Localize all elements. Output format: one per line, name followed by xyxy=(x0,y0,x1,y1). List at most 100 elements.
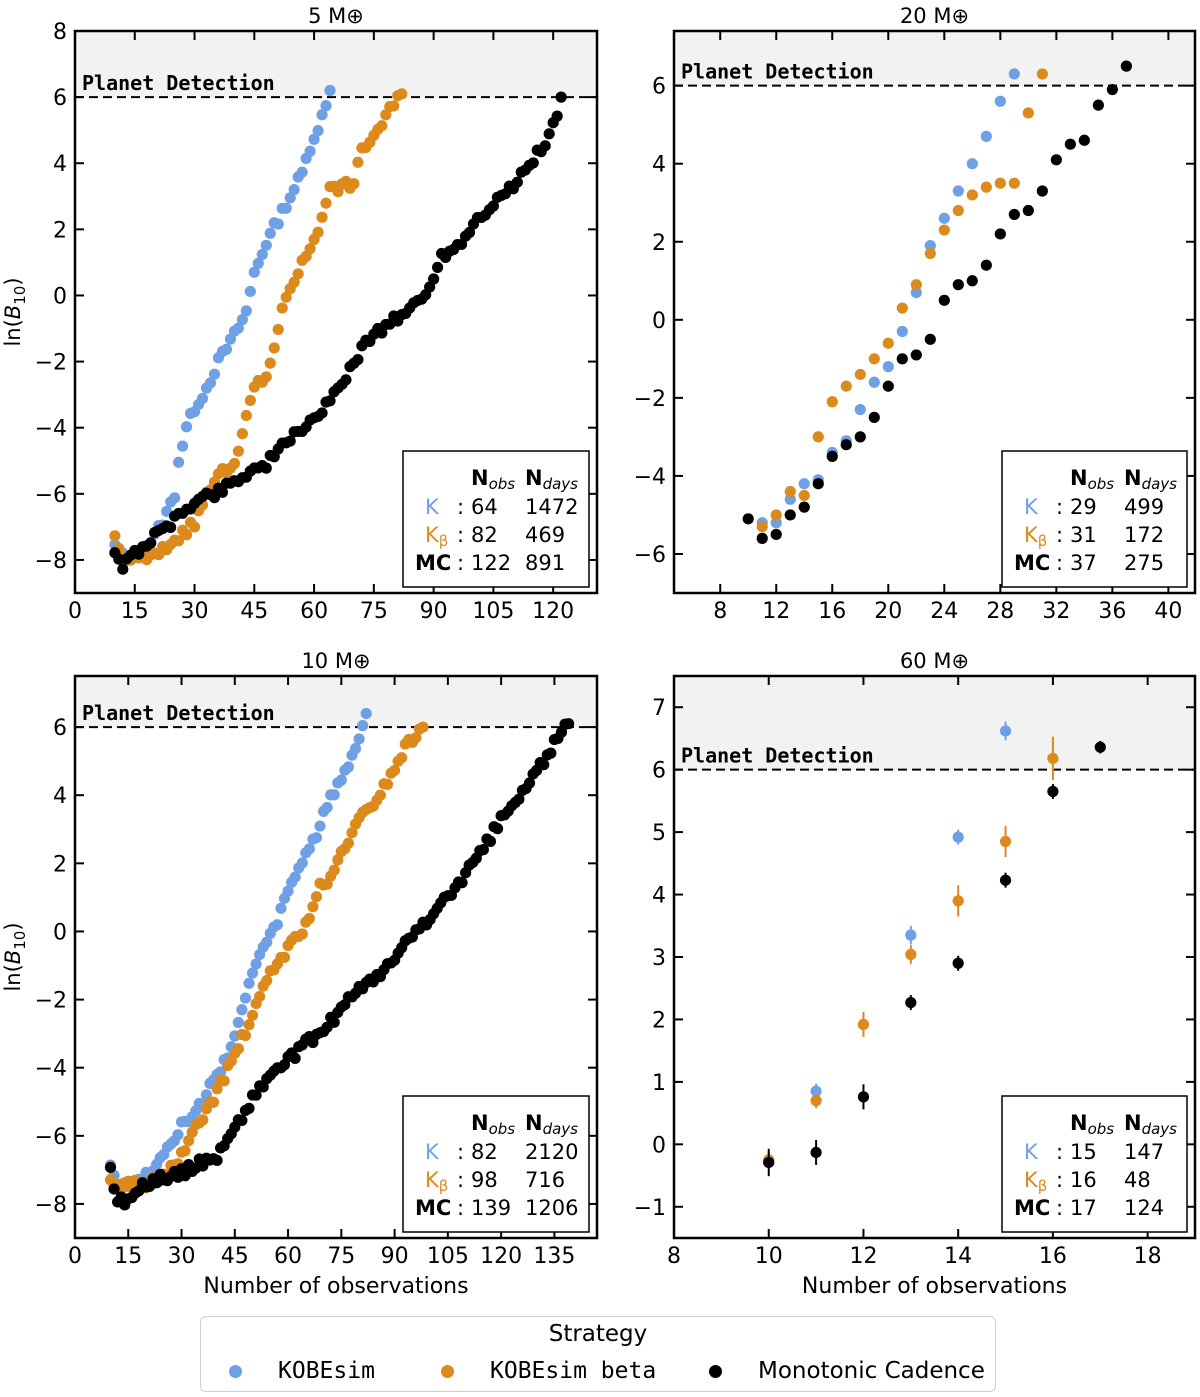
data-point xyxy=(994,95,1006,107)
data-point xyxy=(216,486,229,498)
data-point xyxy=(1022,107,1034,119)
data-point xyxy=(756,532,768,544)
data-point xyxy=(896,302,908,314)
x-tick-label: 32 xyxy=(1042,599,1070,624)
row-colon: : xyxy=(457,1196,464,1220)
plot-frame xyxy=(73,674,599,1240)
panel-title: 60 M⊕ xyxy=(900,649,969,673)
x-axis-label: Number of observations xyxy=(203,1274,468,1299)
x-tick-label: 10 xyxy=(755,1244,783,1269)
row-ndays: 1472 xyxy=(525,495,578,519)
data-point xyxy=(840,439,852,451)
data-point xyxy=(938,294,950,306)
row-nobs: 82 xyxy=(471,1140,498,1164)
data-point xyxy=(994,228,1006,240)
data-point xyxy=(812,478,824,490)
data-point xyxy=(261,936,273,948)
stats-table-box xyxy=(1001,450,1188,588)
data-point xyxy=(232,322,244,334)
data-point xyxy=(243,1102,255,1114)
detection-region xyxy=(75,31,597,98)
data-point xyxy=(994,177,1006,189)
data-point xyxy=(316,211,328,223)
data-point xyxy=(236,1004,248,1016)
data-point xyxy=(1094,741,1106,753)
data-point xyxy=(882,361,894,373)
data-point xyxy=(784,509,796,521)
row-ndays: 275 xyxy=(1124,551,1164,575)
legend-label-kobesim-beta: KOBEsim beta xyxy=(490,1358,657,1384)
data-point xyxy=(784,493,796,505)
data-point xyxy=(248,266,260,278)
data-point xyxy=(240,305,252,317)
data-point xyxy=(1047,785,1059,798)
data-point xyxy=(854,403,866,416)
data-point xyxy=(280,202,292,214)
data-point xyxy=(250,1089,262,1101)
series-Kb xyxy=(104,721,429,1195)
row-colon: : xyxy=(1056,523,1063,547)
row-nobs: 139 xyxy=(471,1196,511,1220)
data-point xyxy=(239,992,252,1004)
x-tick-label: 16 xyxy=(1039,1244,1067,1269)
data-point xyxy=(208,492,221,504)
data-point xyxy=(246,967,259,979)
data-point xyxy=(165,521,177,533)
data-point xyxy=(239,1029,252,1042)
data-point xyxy=(260,462,272,474)
data-point xyxy=(905,929,917,941)
data-point xyxy=(357,720,369,732)
data-point xyxy=(854,431,866,443)
row-colon: : xyxy=(457,1168,464,1192)
y-tick-label: −2 xyxy=(634,387,666,412)
data-point xyxy=(810,1095,822,1107)
data-point xyxy=(228,457,240,470)
series-Kb xyxy=(756,68,1048,533)
data-point xyxy=(376,327,388,339)
data-point xyxy=(288,184,300,196)
row-colon: : xyxy=(457,523,464,547)
data-point xyxy=(410,732,422,744)
data-point xyxy=(770,517,782,529)
x-tick-label: 40 xyxy=(1154,599,1182,624)
data-point xyxy=(798,478,810,490)
data-point xyxy=(246,1009,259,1021)
row-label-K: K xyxy=(425,495,440,519)
x-tick-label: 45 xyxy=(221,1244,249,1269)
data-point xyxy=(236,428,248,440)
data-point xyxy=(352,156,364,168)
data-point xyxy=(288,276,300,288)
y-tick-label: −2 xyxy=(35,351,67,376)
data-point xyxy=(307,901,319,913)
data-point xyxy=(303,912,315,925)
row-ndays: 2120 xyxy=(525,1140,578,1164)
data-point xyxy=(980,259,992,271)
data-point xyxy=(388,764,401,777)
data-point xyxy=(527,157,539,169)
x-tick-label: 24 xyxy=(930,599,958,624)
row-colon: : xyxy=(1056,1196,1063,1220)
y-tick-label: 0 xyxy=(652,309,666,334)
y-tick-label: 6 xyxy=(652,75,666,100)
data-point xyxy=(952,279,964,291)
data-point xyxy=(523,777,536,789)
x-axis-label: Number of observations xyxy=(802,1274,1067,1299)
data-point xyxy=(812,431,824,443)
data-point xyxy=(268,342,280,354)
data-point xyxy=(882,380,894,392)
data-point xyxy=(810,1085,822,1097)
data-point xyxy=(304,243,316,255)
data-point xyxy=(810,1146,822,1159)
y-tick-label: 1 xyxy=(652,1071,666,1096)
data-point xyxy=(477,844,489,856)
y-tick-label: 6 xyxy=(652,759,666,784)
data-point xyxy=(1092,99,1104,111)
data-point xyxy=(966,275,978,287)
data-point xyxy=(320,100,332,112)
plot-frame xyxy=(672,674,1197,1240)
